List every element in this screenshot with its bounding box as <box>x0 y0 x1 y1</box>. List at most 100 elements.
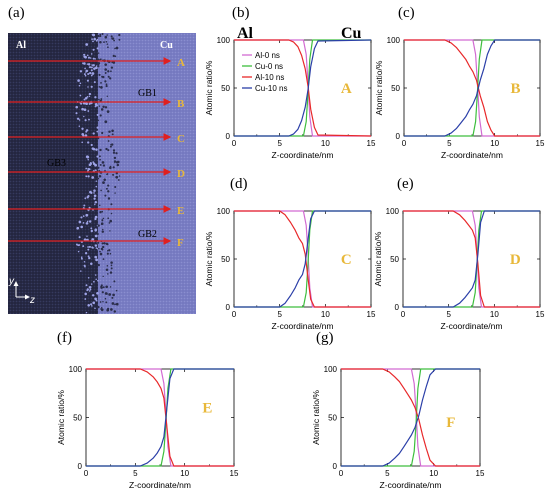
sample-line-letter: E <box>177 205 184 217</box>
interface-atom <box>80 216 83 219</box>
x-tick-label: 10 <box>429 469 438 478</box>
interface-atom <box>84 119 87 122</box>
interface-atom <box>85 167 88 170</box>
interface-atom <box>91 72 95 75</box>
interface-atom <box>113 39 116 42</box>
x-tick-label: 5 <box>385 469 390 478</box>
interface-atom <box>95 180 98 182</box>
interface-atom <box>88 256 91 260</box>
element-label-cu: Cu <box>341 25 362 42</box>
interface-atom <box>83 73 86 76</box>
y-tick-label: 50 <box>328 414 337 423</box>
interface-atom <box>105 147 108 151</box>
x-axis-title: Z-coordinate/nm <box>380 480 442 490</box>
al-label: Al <box>16 40 26 51</box>
interface-atom <box>108 249 111 252</box>
y-tick-label: 100 <box>217 36 231 45</box>
x-tick-label: 10 <box>490 139 499 148</box>
interface-atom <box>88 285 92 289</box>
sample-line-letter: C <box>177 133 185 145</box>
interface-atom <box>113 280 116 283</box>
plot-frame <box>233 210 372 308</box>
y-axis-title: Atomic ratio/% <box>374 60 384 115</box>
y-tick-label: 0 <box>226 303 231 312</box>
legend-entry: Al-0 ns <box>255 51 280 60</box>
interface-atom <box>92 147 96 151</box>
interface-atom <box>94 163 97 167</box>
x-tick-label: 10 <box>321 139 330 148</box>
gb2-label: GB2 <box>138 229 157 240</box>
interface-atom <box>96 113 99 116</box>
series-line-al-10-ns <box>234 39 372 137</box>
interface-atom <box>106 43 109 45</box>
interface-atom <box>99 41 102 44</box>
interface-atom <box>110 70 112 73</box>
interface-atom <box>96 38 99 41</box>
chart-f: 0 5 10 15 0 50 100 Z-coordinate/nm Atomic ratio/… <box>56 365 239 490</box>
interface-atom <box>80 225 83 229</box>
interface-atom <box>94 228 97 231</box>
x-tick-label: 15 <box>536 139 545 148</box>
interface-atom <box>86 288 90 291</box>
interface-atom <box>94 105 97 108</box>
interface-atom <box>105 268 109 272</box>
interface-atom <box>86 79 89 82</box>
interface-atom <box>107 197 111 200</box>
interface-atom <box>95 185 98 188</box>
interface-atom <box>75 105 78 109</box>
y-tick-label: 0 <box>396 132 401 141</box>
interface-atom <box>94 234 98 238</box>
interface-atom <box>98 247 100 250</box>
interface-atom <box>97 65 100 68</box>
x-tick-label: 0 <box>232 139 237 148</box>
x-tick-label: 5 <box>277 310 282 319</box>
legend-entry: Al-10 ns <box>255 73 284 82</box>
interface-atom <box>95 66 98 70</box>
interface-atom <box>87 110 90 112</box>
chart-e: 0 5 10 15 0 50 100 Z-coordinate/nm Atomic ratio/… <box>373 207 545 331</box>
interface-atom <box>85 102 88 106</box>
interface-atom <box>104 68 107 71</box>
interface-atom <box>116 163 119 166</box>
interface-atom <box>88 245 91 248</box>
interface-atom <box>102 286 105 289</box>
interface-atom <box>89 57 92 59</box>
y-tick-label: 100 <box>217 207 231 216</box>
interface-atom <box>79 94 82 97</box>
interface-atom <box>85 213 89 217</box>
interface-atom <box>95 247 98 249</box>
interface-atom <box>84 67 86 70</box>
interface-atom <box>107 273 109 275</box>
interface-atom <box>110 264 113 267</box>
y-tick-label: 100 <box>69 365 83 374</box>
interface-atom <box>78 236 81 239</box>
interface-atom <box>101 32 104 36</box>
interface-atom <box>97 305 100 309</box>
interface-atom <box>111 302 115 305</box>
interface-atom <box>79 82 82 85</box>
interface-atom <box>88 168 91 171</box>
interface-atom <box>91 38 94 41</box>
x-tick-label: 0 <box>84 469 89 478</box>
interface-atom <box>108 130 111 133</box>
interface-atom <box>107 75 110 78</box>
interface-atom <box>109 271 113 274</box>
interface-atom <box>83 115 85 118</box>
y-axis-title: Atomic ratio/% <box>204 231 214 286</box>
interface-atom <box>108 293 112 296</box>
interface-atom <box>99 158 101 161</box>
plot-frame <box>85 368 235 467</box>
interface-atom <box>96 126 99 129</box>
interface-atom <box>114 161 116 164</box>
series-line-cu-10-ns <box>341 368 480 467</box>
series-line-cu-10-ns <box>234 39 372 137</box>
y-tick-label: 50 <box>221 255 230 264</box>
interface-atom <box>99 148 102 152</box>
interface-atom <box>97 61 101 65</box>
interface-atom <box>106 34 108 36</box>
interface-atom <box>90 69 93 72</box>
panel-label-c: (c) <box>398 5 415 21</box>
interface-atom <box>110 212 113 215</box>
interface-atom <box>97 58 100 61</box>
interface-atom <box>99 33 102 36</box>
